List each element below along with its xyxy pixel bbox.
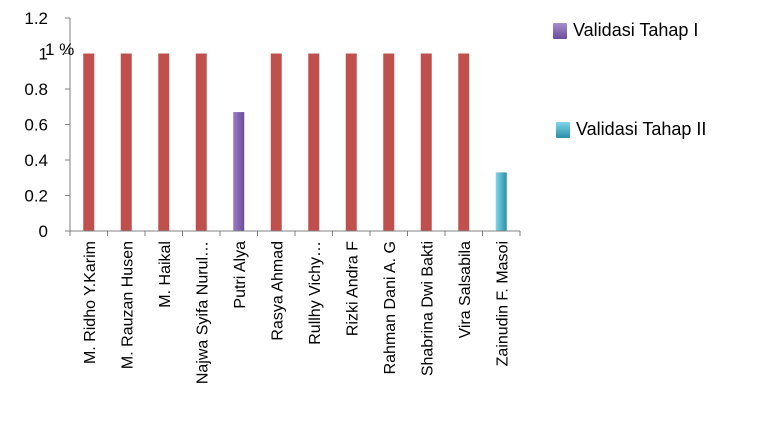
legend-label-validasi-tahap-2: Validasi Tahap II [576, 119, 707, 139]
y-axis: 0 0.2 0.4 0.6 0.8 1 1.2 [24, 9, 71, 241]
y-tick-label: 0 [39, 222, 48, 241]
legend-item-validasi-tahap-2: Validasi Tahap II [556, 119, 706, 140]
legend-item-validasi-tahap-1: Validasi Tahap I [553, 20, 698, 41]
bar [458, 53, 470, 231]
y-tick-label: 0.4 [24, 151, 48, 170]
bar [345, 53, 357, 231]
y-tick-label: 0.2 [24, 187, 48, 206]
bar [420, 53, 432, 231]
bar [383, 53, 395, 231]
x-tick-label: Rahman Dani A. G [382, 241, 399, 374]
bar [308, 53, 320, 231]
x-tick-label: Putri Alya [232, 241, 249, 309]
x-tick-label: M. Rauzan Husen [119, 241, 136, 369]
y-tick-label: 0.6 [24, 116, 48, 135]
x-tick-label: Shabrina Dwi Bakti [419, 241, 436, 376]
x-tick-label: Rullhy Vichy… [307, 241, 324, 345]
y-tick-label: 1 [39, 45, 48, 64]
x-tick-label: Rizki Andra F [344, 241, 361, 336]
x-tick-label: Vira Salsabila [457, 241, 474, 339]
bar [270, 53, 282, 231]
x-tick-label: Najwa Syifa Nurul… [194, 241, 211, 384]
bar [233, 112, 245, 231]
x-axis: M. Ridho Y.Karim M. Rauzan Husen M. Haikal… [69, 230, 521, 384]
legend-swatch-validasi-tahap-2 [556, 121, 570, 138]
bar [158, 53, 170, 231]
bar [195, 53, 207, 231]
x-tick-label: M. Ridho Y.Karim [82, 241, 99, 364]
bar [83, 53, 95, 231]
y-tick-label: 1.2 [24, 9, 48, 28]
x-tick-label: Zainudin F. Masoi [494, 241, 511, 366]
bar [495, 172, 507, 231]
percent-annotation: 1 % [45, 40, 75, 59]
bar [120, 53, 132, 231]
bars [83, 53, 507, 231]
x-tick-label: M. Haikal [157, 241, 174, 308]
legend-swatch-validasi-tahap-1 [553, 22, 567, 39]
x-tick-label: Rasya Ahmad [269, 241, 286, 341]
legend-label-validasi-tahap-1: Validasi Tahap I [573, 20, 699, 40]
y-tick-label: 0.8 [24, 80, 48, 99]
